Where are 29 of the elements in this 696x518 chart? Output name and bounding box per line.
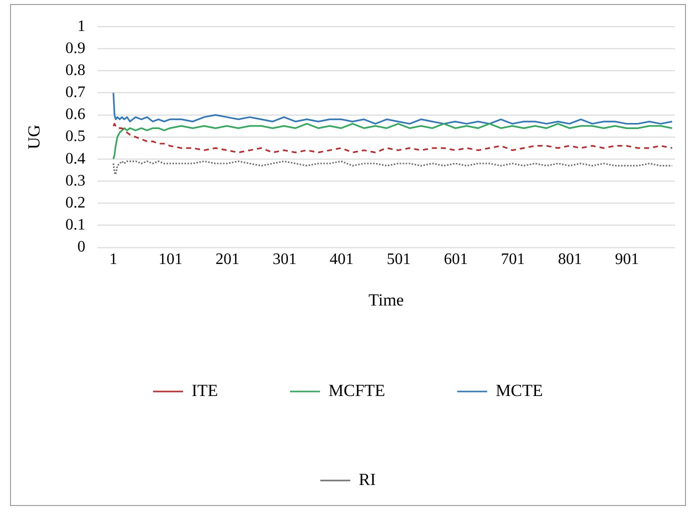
legend-label: MCTE	[496, 380, 543, 400]
y-tick-label: 0	[77, 238, 86, 256]
x-tick-label: 201	[216, 251, 240, 268]
y-tick-label: 0.9	[65, 40, 86, 57]
x-tick-label: 501	[386, 251, 411, 268]
y-tick-label: 0.1	[65, 216, 86, 234]
x-tick-label: 801	[558, 251, 582, 268]
y-tick-label: 0.7	[65, 84, 86, 102]
legend-label: MCFTE	[328, 380, 386, 400]
x-tick-label: 901	[615, 251, 640, 268]
x-tick-label: 301	[272, 251, 297, 268]
y-tick-label: 1	[77, 18, 86, 35]
legend-label: RI	[358, 470, 376, 489]
line-series	[112, 122, 673, 154]
y-tick-label: 0.8	[65, 62, 86, 79]
x-tick-label: 401	[330, 251, 354, 268]
x-axis-title: Time	[368, 290, 404, 310]
x-tick-label: 1	[109, 251, 118, 268]
y-axis-title: UG	[24, 124, 44, 150]
y-tick-label: 0.5	[65, 128, 86, 146]
legend-label: ITE	[192, 380, 218, 400]
x-tick-label: 101	[158, 251, 182, 268]
line-series	[112, 160, 673, 176]
y-tick-label: 0.6	[65, 106, 86, 124]
x-tick-label: 601	[444, 251, 468, 268]
y-tick-label: 0.2	[65, 194, 86, 212]
y-tick-label: 0.3	[65, 172, 86, 190]
y-tick-label: 0.4	[65, 150, 86, 168]
x-tick-label: 701	[500, 251, 525, 268]
